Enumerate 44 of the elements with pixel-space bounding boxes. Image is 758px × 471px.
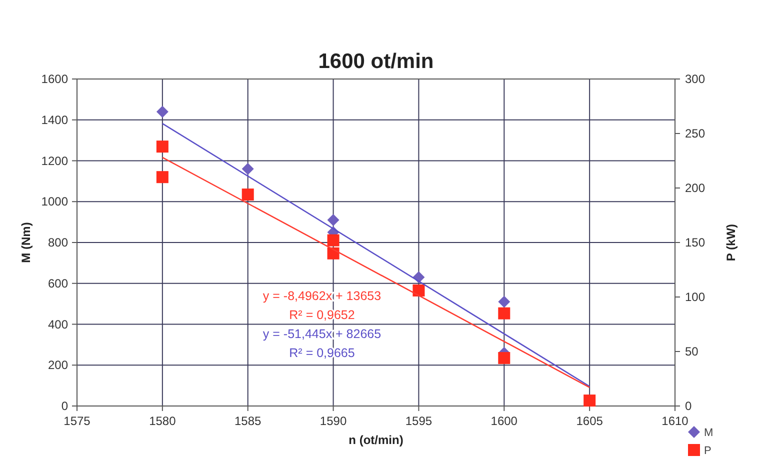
y-tick-label: 1200: [41, 154, 68, 168]
x-tick-label: 1605: [576, 414, 604, 428]
y-tick-label: 1000: [41, 194, 68, 209]
point: [327, 234, 340, 246]
y2-tick-label: 50: [685, 344, 699, 358]
y2-tick-label: 250: [685, 126, 706, 140]
y-tick-label: 200: [48, 358, 68, 372]
y2-tick-label: 150: [685, 236, 706, 250]
x-tick-label: 1595: [405, 414, 432, 428]
y2-tick-label: 300: [685, 72, 706, 86]
legend-label: M: [704, 427, 714, 439]
y-tick-label: 1400: [41, 112, 68, 127]
x-tick-label: 1575: [64, 414, 91, 428]
x-tick-label: 1580: [149, 414, 176, 428]
x-tick-label: 1590: [320, 414, 347, 428]
y2-tick-label: 100: [685, 290, 706, 304]
point: [156, 140, 168, 153]
annotation: y = -51,445x + 82665: [262, 327, 382, 341]
x-axis-title: n (ot/min): [348, 433, 404, 447]
point: [156, 171, 168, 184]
y2-tick-label: 0: [685, 399, 692, 413]
point: [498, 296, 510, 308]
y-tick-label: 800: [48, 236, 68, 250]
chart-title: 1600 ot/min: [318, 50, 434, 73]
y-axis-title: M (Nm): [19, 222, 33, 263]
y2-tick-label: 200: [685, 181, 706, 195]
y-tick-label: 0: [61, 399, 68, 413]
y-tick-label: 1600: [41, 72, 68, 86]
point: [412, 284, 425, 296]
x-tick-label: 1600: [490, 414, 518, 428]
point: [498, 307, 510, 320]
y-tick-label: 400: [48, 317, 68, 332]
y-tick-label: 600: [48, 276, 68, 290]
x-tick-label: 1585: [234, 414, 262, 428]
point: [584, 394, 596, 407]
annotation: y = -8,4962x + 13653: [262, 289, 382, 303]
point: [156, 106, 168, 118]
y2-axis-title: P (kW): [724, 224, 738, 262]
x-tick-label: 1610: [662, 414, 689, 428]
point: [327, 214, 340, 226]
legend-label: P: [704, 445, 712, 457]
point: [242, 162, 254, 175]
point: [498, 352, 510, 364]
point: [242, 188, 254, 201]
